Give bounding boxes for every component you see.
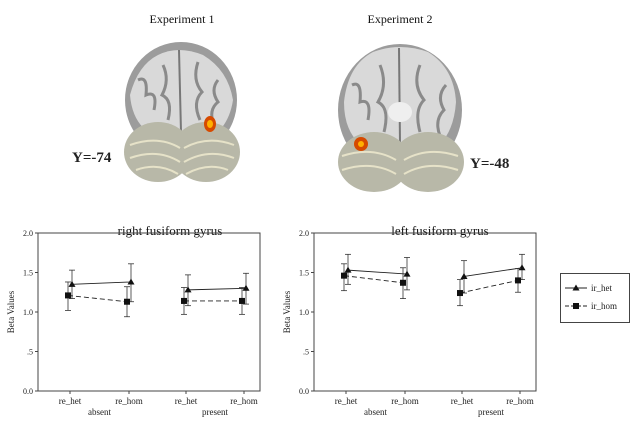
data-point-ir_hom bbox=[515, 277, 521, 284]
plot-frame bbox=[313, 232, 537, 392]
y-tick-label: .5 bbox=[303, 348, 309, 357]
x-group-label: present bbox=[202, 407, 228, 417]
slice-label-experiment-2: Y=-48 bbox=[470, 156, 510, 172]
data-point-ir_hom bbox=[341, 272, 347, 279]
data-point-ir_hom bbox=[65, 292, 71, 299]
data-point-ir_hom bbox=[181, 297, 187, 304]
chart-title-right: right fusiform gyrus bbox=[117, 223, 223, 238]
data-point-ir_het bbox=[518, 264, 526, 271]
data-point-ir_het bbox=[403, 270, 411, 277]
legend: ir_het ir_hom bbox=[560, 273, 630, 323]
brain-image-experiment-1 bbox=[124, 42, 240, 182]
y-axis-label: Beta Values bbox=[6, 290, 16, 333]
series-line-ir_het bbox=[463, 267, 523, 277]
data-point-ir_hom bbox=[457, 290, 463, 297]
data-point-ir_het bbox=[127, 278, 135, 285]
y-tick-label: 0.0 bbox=[299, 387, 309, 396]
y-tick-label: 1.5 bbox=[23, 269, 33, 278]
y-tick-label: 2.0 bbox=[23, 229, 33, 238]
x-tick-label: re_hom bbox=[391, 396, 419, 406]
y-axis-label: Beta Values bbox=[282, 290, 292, 333]
legend-marker-ir_het bbox=[572, 284, 580, 291]
x-tick-label: re_het bbox=[59, 396, 82, 406]
legend-marker-ir_hom bbox=[573, 303, 579, 309]
data-point-ir_het bbox=[460, 272, 468, 279]
legend-label-ir_hom: ir_hom bbox=[591, 301, 617, 311]
series-line-ir_hom bbox=[343, 275, 404, 284]
y-tick-label: 0.0 bbox=[23, 387, 33, 396]
chart-left-fusiform-gyrus: 0.0 .5 1.0 1.5 2.0 Beta Values re_het re_hom re_… bbox=[282, 229, 537, 417]
series-line-ir_hom bbox=[459, 279, 519, 294]
y-tick-label: 1.5 bbox=[299, 269, 309, 278]
x-group-label: present bbox=[478, 407, 504, 417]
series-line-ir_het bbox=[187, 287, 247, 291]
chart-title-left: left fusiform gyrus bbox=[391, 223, 489, 238]
x-tick-label: re_het bbox=[451, 396, 474, 406]
series-line-ir_hom bbox=[67, 294, 128, 303]
data-point-ir_het bbox=[184, 286, 192, 293]
data-point-ir_het bbox=[242, 284, 250, 291]
x-tick-label: re_hom bbox=[230, 396, 258, 406]
slice-label-experiment-1: Y=-74 bbox=[72, 150, 112, 166]
series-line-ir_het bbox=[347, 269, 408, 275]
data-point-ir_het bbox=[68, 280, 76, 287]
plot-frame bbox=[37, 232, 261, 392]
x-tick-label: re_hom bbox=[506, 396, 534, 406]
experiment-2-title: Experiment 2 bbox=[367, 12, 433, 26]
data-point-ir_hom bbox=[400, 279, 406, 286]
data-point-ir_het bbox=[344, 266, 352, 273]
x-group-label: absent bbox=[364, 407, 387, 417]
x-tick-label: re_hom bbox=[115, 396, 143, 406]
y-tick-label: 1.0 bbox=[299, 308, 309, 317]
legend-label-ir_het: ir_het bbox=[591, 283, 612, 293]
y-tick-label: 1.0 bbox=[23, 308, 33, 317]
x-tick-label: re_het bbox=[335, 396, 358, 406]
brain-image-experiment-2 bbox=[338, 44, 464, 192]
data-point-ir_hom bbox=[124, 298, 130, 305]
series-line-ir_het bbox=[71, 281, 132, 285]
x-tick-label: re_het bbox=[175, 396, 198, 406]
y-tick-label: .5 bbox=[27, 348, 33, 357]
data-point-ir_hom bbox=[239, 297, 245, 304]
chart-right-fusiform-gyrus: 0.0 .5 1.0 1.5 2.0 Beta Values re_het re_hom re_… bbox=[6, 229, 261, 417]
x-group-label: absent bbox=[88, 407, 111, 417]
y-tick-label: 2.0 bbox=[299, 229, 309, 238]
experiment-1-title: Experiment 1 bbox=[149, 12, 215, 26]
